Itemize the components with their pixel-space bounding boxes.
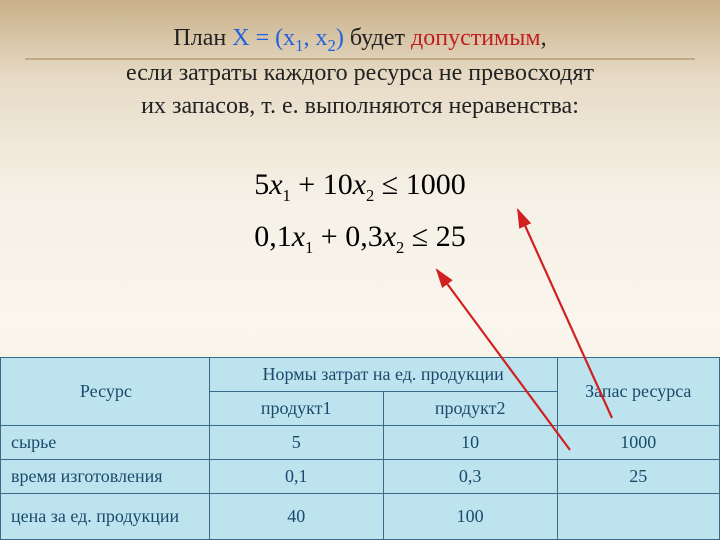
table-row: сырье 5 10 1000 <box>1 426 720 460</box>
cell: 0,3 <box>383 460 557 494</box>
rhs: 1000 <box>406 168 466 201</box>
t: План <box>173 25 232 51</box>
plan-var: X = (x1, x2) <box>232 25 344 51</box>
cell: цена за ед. продукции <box>1 494 210 540</box>
op: + <box>291 168 323 201</box>
heading: План X = (x1, x2) будет допустимым, если… <box>40 22 680 122</box>
col-header-resource: Ресурс <box>1 358 210 426</box>
cell: 1000 <box>557 426 719 460</box>
t: ) <box>336 25 344 51</box>
t: , x <box>303 25 327 51</box>
col-header-p1: продукт1 <box>209 392 383 426</box>
equation-1: 5x1 + 10x2 ≤ 1000 <box>40 168 680 206</box>
t: их запасов, т. е. выполняются неравенств… <box>141 93 579 119</box>
table-header-row: Ресурс Нормы затрат на ед. продукции Зап… <box>1 358 720 392</box>
table-row: время изготовления 0,1 0,3 25 <box>1 460 720 494</box>
op: ≤ <box>404 220 435 253</box>
cell: 10 <box>383 426 557 460</box>
t: X = (x <box>232 25 295 51</box>
table-row: цена за ед. продукции 40 100 <box>1 494 720 540</box>
op: + <box>313 220 345 253</box>
coef: 0,3 <box>345 220 383 253</box>
coef: 0,1 <box>254 220 292 253</box>
sub: 1 <box>283 186 291 205</box>
var: x <box>353 168 366 201</box>
col-header-stock: Запас ресурса <box>557 358 719 426</box>
cell: 40 <box>209 494 383 540</box>
keyword: допустимым <box>411 25 541 51</box>
equation-2: 0,1x1 + 0,3x2 ≤ 25 <box>40 220 680 258</box>
t: будет <box>344 25 411 51</box>
cell: время изготовления <box>1 460 210 494</box>
col-header-norms: Нормы затрат на ед. продукции <box>209 358 557 392</box>
equations: 5x1 + 10x2 ≤ 1000 0,1x1 + 0,3x2 ≤ 25 <box>40 168 680 258</box>
cell <box>557 494 719 540</box>
col-header-p2: продукт2 <box>383 392 557 426</box>
coef: 5 <box>254 168 269 201</box>
cell: 0,1 <box>209 460 383 494</box>
op: ≤ <box>374 168 405 201</box>
cell: 100 <box>383 494 557 540</box>
data-table: Ресурс Нормы затрат на ед. продукции Зап… <box>0 357 720 540</box>
table-wrap: Ресурс Нормы затрат на ед. продукции Зап… <box>0 357 720 540</box>
divider <box>25 58 695 60</box>
t: если затраты каждого ресурса не превосхо… <box>126 60 594 86</box>
sub: 2 <box>327 36 335 55</box>
var: x <box>383 220 396 253</box>
slide: План X = (x1, x2) будет допустимым, если… <box>0 0 720 540</box>
cell: сырье <box>1 426 210 460</box>
var: x <box>292 220 305 253</box>
var: x <box>269 168 282 201</box>
cell: 5 <box>209 426 383 460</box>
t: , <box>541 25 547 51</box>
coef: 10 <box>323 168 353 201</box>
rhs: 25 <box>436 220 466 253</box>
cell: 25 <box>557 460 719 494</box>
